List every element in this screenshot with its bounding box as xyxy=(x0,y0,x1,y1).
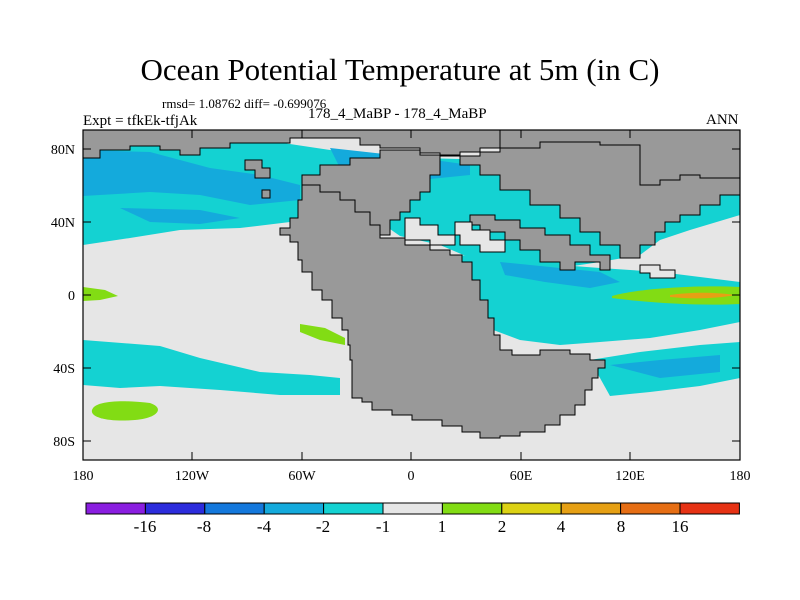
lat-label: 40N xyxy=(51,216,75,231)
latitude-labels: 80N 40N 0 40S 80S xyxy=(51,143,75,450)
anomaly-region-cyan-south xyxy=(83,340,340,395)
colorbar-label: 1 xyxy=(438,517,447,536)
land-arabia-like xyxy=(469,214,611,271)
land-island-tiny xyxy=(261,189,271,199)
lat-label: 40S xyxy=(53,362,75,377)
colorbar-label: -4 xyxy=(257,517,272,536)
inland-sea-far-east xyxy=(639,264,676,279)
anomaly-region-orange-east xyxy=(670,292,735,299)
colorbar-swatch xyxy=(441,502,503,515)
colorbar-swatch xyxy=(85,502,146,515)
lat-label: 80S xyxy=(53,435,75,450)
land-east-block xyxy=(439,141,740,259)
latitude-axis xyxy=(83,148,740,442)
lat-label: 0 xyxy=(68,289,75,304)
colorbar-swatch xyxy=(144,502,206,515)
colorbar-label: 8 xyxy=(617,517,626,536)
colorbar-label: 4 xyxy=(557,517,566,536)
land-central-block xyxy=(301,149,441,236)
colorbar-swatch xyxy=(501,502,562,515)
case-label: 178_4_MaBP - 178_4_MaBP xyxy=(308,106,487,122)
lon-label: 180 xyxy=(730,469,751,484)
land-north-strip-west xyxy=(83,130,501,159)
longitude-labels: 180 120W 60W 0 60E 120E 180 xyxy=(73,469,751,484)
colorbar-swatch xyxy=(204,502,265,515)
colorbar-swatch xyxy=(382,502,443,515)
lon-label: 0 xyxy=(408,469,415,484)
lon-label: 180 xyxy=(73,469,94,484)
lon-label: 60E xyxy=(510,469,533,484)
longitude-axis xyxy=(191,130,631,460)
anomaly-region-green-south xyxy=(91,401,158,421)
lon-label: 120E xyxy=(615,469,645,484)
colorbar-label: -16 xyxy=(134,517,157,536)
anomaly-region-green-west xyxy=(83,287,118,301)
anomaly-region-blue-southeast xyxy=(610,355,720,378)
lat-label: 80N xyxy=(51,143,75,158)
stats-label: rmsd= 1.08762 diff= -0.699076 xyxy=(162,96,327,111)
anomaly-region-green-pacific xyxy=(300,324,345,345)
page-title: Ocean Potential Temperature at 5m (in C) xyxy=(140,52,660,87)
lon-label: 60W xyxy=(288,469,316,484)
colorbar-label: 2 xyxy=(498,517,507,536)
colorbar-labels: -16 -8 -4 -2 -1 1 2 4 8 16 xyxy=(134,517,689,536)
land-masses xyxy=(83,130,740,439)
anomaly-region-blue-indian xyxy=(500,262,620,288)
colorbar-label: -1 xyxy=(376,517,390,536)
land-main-continent xyxy=(279,184,606,439)
colorbar-swatch xyxy=(263,502,325,515)
season-label: ANN xyxy=(706,112,739,128)
colorbar-swatch xyxy=(620,502,681,515)
anomaly-region-blue-north xyxy=(83,150,300,205)
lon-label: 120W xyxy=(175,469,210,484)
colorbar-label: -2 xyxy=(316,517,330,536)
colorbar-label: -8 xyxy=(197,517,211,536)
colorbar-swatch xyxy=(560,502,622,515)
colorbar xyxy=(85,502,740,515)
land-island-small xyxy=(244,159,271,179)
colorbar-label: 16 xyxy=(672,517,689,536)
inland-sea-east xyxy=(454,221,506,253)
experiment-label: Expt = tfkEk-tfjAk xyxy=(83,113,198,129)
inland-waters xyxy=(404,217,676,279)
colorbar-swatch xyxy=(323,502,384,515)
anomaly-field xyxy=(83,130,740,439)
anomaly-region-blue-atlantic xyxy=(120,208,240,224)
colorbar-swatch xyxy=(679,502,740,515)
